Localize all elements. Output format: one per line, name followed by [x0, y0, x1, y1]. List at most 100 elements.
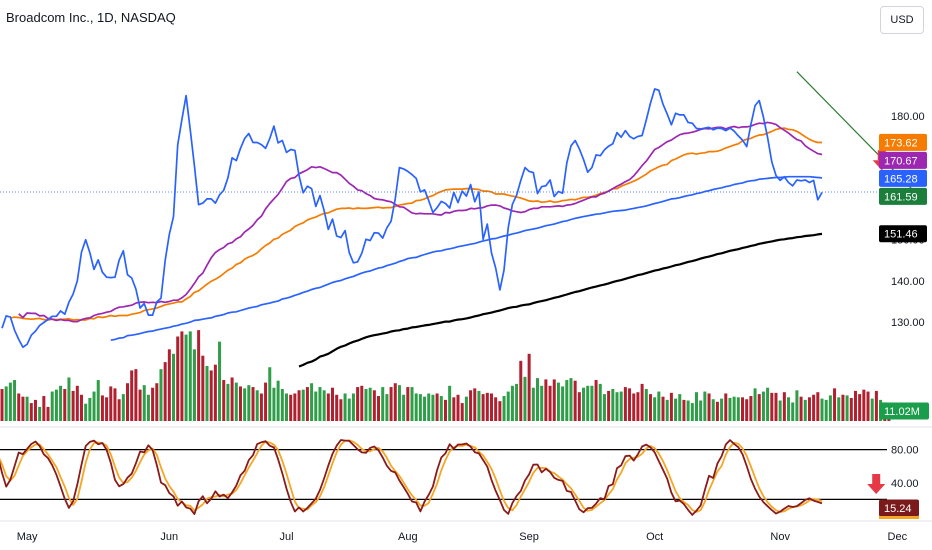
volume-bar — [100, 395, 104, 421]
volume-bar — [113, 388, 117, 421]
volume-bar — [448, 385, 452, 421]
volume-bar — [29, 403, 33, 421]
volume-bar — [192, 349, 196, 421]
volume-bar — [25, 396, 29, 421]
volume-bar — [75, 385, 79, 421]
svg-text:165.28: 165.28 — [884, 173, 918, 185]
volume-bar — [669, 392, 673, 421]
volume-bar — [255, 390, 259, 421]
volume-bar — [515, 383, 519, 421]
volume-bar — [653, 397, 657, 421]
time-tick-label: Aug — [398, 531, 418, 543]
time-tick-label: Nov — [770, 531, 790, 543]
volume-bar — [439, 396, 443, 421]
volume-bar — [724, 393, 728, 421]
volume-bar — [703, 391, 707, 421]
volume-bar — [862, 389, 866, 421]
volume-bar — [205, 365, 209, 421]
volume-bar — [368, 387, 372, 421]
time-tick-label: Dec — [888, 531, 908, 543]
volume-bar — [799, 396, 803, 421]
stoch-tick-label: 80.00 — [891, 445, 919, 457]
currency-button[interactable]: USD — [880, 6, 924, 34]
svg-text:173.62: 173.62 — [884, 137, 918, 149]
volume-bar — [824, 399, 828, 421]
volume-bar — [163, 362, 167, 421]
volume-bar — [410, 387, 414, 421]
volume-bar — [109, 386, 113, 421]
volume-bar — [63, 389, 67, 421]
volume-bar — [318, 387, 322, 421]
volume-bar — [611, 389, 615, 421]
volume-bar — [548, 385, 552, 421]
volume-bar — [582, 387, 586, 421]
chart-title: Broadcom Inc., 1D, NASDAQ — [6, 10, 176, 25]
volume-bar — [130, 370, 134, 421]
volume-bar — [339, 399, 343, 421]
volume-bar — [67, 377, 71, 421]
volume-bar — [96, 380, 100, 421]
volume-bar — [289, 394, 293, 421]
volume-bar — [510, 385, 514, 421]
volume-bar — [807, 397, 811, 421]
volume-bar — [197, 330, 201, 421]
volume-bar — [469, 390, 473, 421]
volume-bar — [435, 393, 439, 421]
volume-bar — [741, 397, 745, 421]
volume-bar — [715, 401, 719, 421]
volume-bar — [682, 399, 686, 421]
volume-bar — [280, 389, 284, 421]
ma-purple-line — [18, 121, 823, 323]
volume-bar — [749, 396, 753, 421]
volume-bar — [335, 394, 339, 421]
volume-bar — [644, 389, 648, 421]
price-tag: 170.67 — [879, 151, 927, 169]
volume-bar — [284, 393, 288, 421]
volume-bar — [46, 406, 50, 421]
volume-bar — [230, 377, 234, 421]
volume-bar — [502, 396, 506, 421]
volume-bar — [561, 386, 565, 421]
volume-bar — [803, 399, 807, 421]
volume-bar — [636, 392, 640, 421]
volume-bar — [812, 394, 816, 421]
volume-bar — [121, 394, 125, 421]
volume-bar — [326, 393, 330, 421]
volume-bar — [105, 397, 109, 421]
volume-bar — [720, 398, 724, 421]
volume-bar — [628, 388, 632, 421]
volume-bar — [569, 378, 573, 421]
price-tag: 173.62 — [879, 133, 927, 151]
volume-bar — [607, 390, 611, 421]
volume-bar — [778, 400, 782, 421]
volume-bar — [172, 353, 176, 421]
volume-bar — [523, 376, 527, 421]
volume-bar — [259, 393, 263, 421]
volume-bar — [690, 403, 694, 421]
volume-bar — [167, 349, 171, 421]
volume-bar — [155, 383, 159, 421]
volume-bar — [397, 385, 401, 421]
volume-bar — [92, 391, 96, 421]
time-tick-label: Jul — [279, 531, 293, 543]
volume-bar — [234, 382, 238, 421]
volume-bar — [795, 390, 799, 421]
stoch-down-arrow-icon[interactable] — [867, 474, 886, 494]
price-tick-label: 140.00 — [891, 276, 925, 288]
volume-bar — [477, 390, 481, 421]
volume-bar — [222, 380, 226, 421]
volume-bar — [305, 387, 309, 421]
volume-bar — [331, 387, 335, 421]
volume-bar — [372, 390, 376, 421]
volume-bar — [481, 394, 485, 421]
stoch-tick-label: 40.00 — [891, 478, 919, 490]
volume-bar — [247, 385, 251, 421]
svg-text:151.46: 151.46 — [884, 229, 918, 241]
volume-bar — [874, 390, 878, 421]
volume-bar — [853, 390, 857, 421]
time-tick-label: May — [17, 531, 38, 543]
volume-bar — [393, 383, 397, 421]
volume-bar — [142, 385, 146, 421]
volume-bar — [33, 399, 37, 421]
